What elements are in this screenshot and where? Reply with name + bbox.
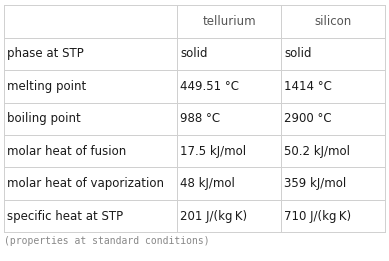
Text: 201 J/(kg K): 201 J/(kg K) — [180, 210, 247, 223]
Text: boiling point: boiling point — [7, 112, 81, 125]
Text: 988 °C: 988 °C — [180, 112, 221, 125]
Text: molar heat of vaporization: molar heat of vaporization — [7, 177, 164, 190]
Text: molar heat of fusion: molar heat of fusion — [7, 145, 126, 158]
Text: 17.5 kJ/mol: 17.5 kJ/mol — [180, 145, 247, 158]
Text: solid: solid — [180, 48, 208, 60]
Text: 2900 °C: 2900 °C — [284, 112, 332, 125]
Text: 48 kJ/mol: 48 kJ/mol — [180, 177, 235, 190]
Text: melting point: melting point — [7, 80, 86, 93]
Text: 359 kJ/mol: 359 kJ/mol — [284, 177, 346, 190]
Text: tellurium: tellurium — [202, 15, 256, 28]
Text: silicon: silicon — [314, 15, 352, 28]
Text: 710 J/(kg K): 710 J/(kg K) — [284, 210, 351, 223]
Text: solid: solid — [284, 48, 312, 60]
Text: specific heat at STP: specific heat at STP — [7, 210, 123, 223]
Text: 449.51 °C: 449.51 °C — [180, 80, 240, 93]
Text: 50.2 kJ/mol: 50.2 kJ/mol — [284, 145, 350, 158]
Text: (properties at standard conditions): (properties at standard conditions) — [4, 236, 210, 246]
Text: phase at STP: phase at STP — [7, 48, 84, 60]
Text: 1414 °C: 1414 °C — [284, 80, 332, 93]
